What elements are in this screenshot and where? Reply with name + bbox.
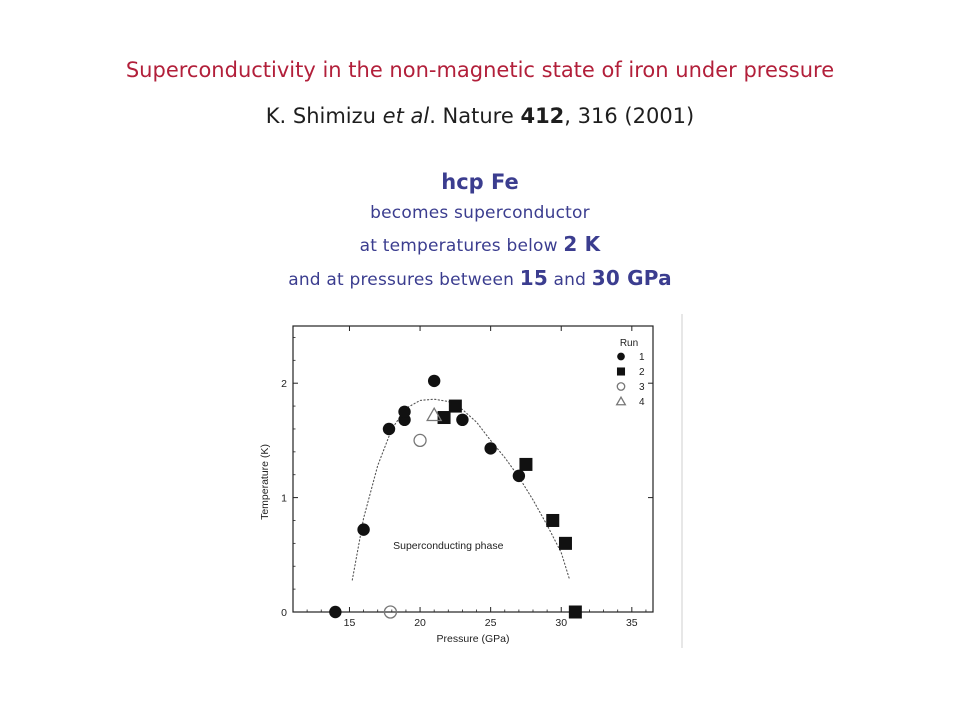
data-point-run-1 [427,374,441,388]
legend-label-run-1: 1 [639,352,645,363]
legend-marker-run-1 [617,352,625,361]
legend-label-run-2: 2 [639,367,645,378]
plot-frame [292,325,654,613]
data-point-run-1 [484,442,497,455]
fit-curve [351,398,571,581]
data-point-run-1 [382,422,396,436]
summary-line-2: at temperatures below 2 K [0,232,960,256]
summary-line-3-and: and [547,270,592,290]
summary-line-2-text: at temperatures below [359,236,564,256]
legend-marker-run-4 [615,395,627,406]
data-point-run-1 [456,413,469,427]
data-point-run-1 [329,605,342,619]
legend-title: Run [620,338,638,349]
legend-marker-run-3 [616,382,626,391]
summary-line-3-text: and at pressures between [288,270,520,290]
data-point-run-2 [448,399,462,413]
x-tick-label: 25 [485,617,497,629]
data-point-run-3 [383,605,398,619]
summary-headline: hcp Fe [441,170,519,194]
superconducting-phase-annotation: Superconducting phase [393,540,503,552]
summary-pressure-high: 30 GPa [591,266,672,290]
superconductivity-scatter-chart: Pressure (GPa) Temperature (K) Supercond… [259,314,683,648]
x-tick-label: 35 [626,617,638,629]
x-tick-label: 15 [344,617,356,629]
citation-authors: K. Shimizu [265,104,383,128]
slide-title: Superconductivity in the non-magnetic st… [125,58,835,82]
y-axis-label: Temperature (K) [259,444,271,520]
citation: K. Shimizu et al. Nature 412, 316 (2001) [0,104,960,128]
data-point-run-4 [426,406,443,422]
legend-marker-run-2 [616,367,626,376]
citation-volume: 412 [520,104,565,128]
data-point-run-1 [398,405,411,418]
x-tick-label: 30 [555,617,567,629]
summary-line-3: and at pressures between 15 and 30 GPa [0,266,960,290]
data-point-run-2 [558,536,572,550]
summary-line-1: becomes superconductor [370,203,590,223]
citation-journal: . Nature [429,104,521,128]
data-point-run-3 [413,433,427,448]
data-point-run-2 [519,457,533,471]
data-point-run-1 [357,523,370,536]
data-point-run-2 [568,605,582,619]
summary-temperature-value: 2 K [563,232,601,256]
data-point-run-2 [546,513,560,527]
legend-label-run-3: 3 [639,382,645,393]
y-tick-label: 1 [281,493,287,505]
y-tick-label: 2 [281,378,287,390]
data-point-run-1 [512,469,526,483]
citation-etal: et al [382,104,430,128]
citation-pages-year: , 316 (2001) [564,104,695,128]
x-axis-label: Pressure (GPa) [437,633,510,645]
legend-label-run-4: 4 [639,397,645,408]
summary-pressure-low: 15 [519,266,548,290]
x-tick-label: 20 [414,617,426,629]
y-tick-label: 0 [281,607,287,619]
